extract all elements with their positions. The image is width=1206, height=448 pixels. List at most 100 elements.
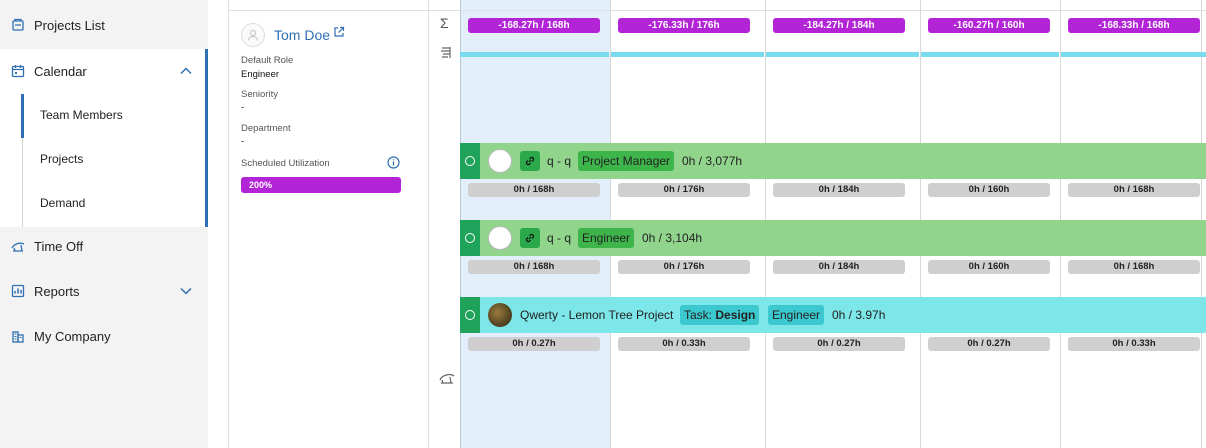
summary-badge: -176.33h / 176h	[618, 18, 750, 33]
capacity-line	[921, 52, 1059, 57]
allocation-total: 0h / 3,077h	[682, 154, 743, 168]
projects-list-icon	[12, 18, 24, 31]
calendar-active-indicator	[205, 49, 208, 227]
capacity-line	[766, 52, 919, 57]
sidebar: Projects List Calendar Team Members Proj…	[0, 0, 208, 448]
task-prefix: Task:	[684, 308, 713, 322]
summary-badge: -168.33h / 168h	[1068, 18, 1200, 33]
hours-badge: 0h / 0.27h	[468, 337, 600, 351]
project-avatar	[488, 149, 512, 173]
link-button[interactable]	[520, 228, 540, 248]
calendar-grid: -168.27h / 168h -176.33h / 176h -184.27h…	[460, 0, 1206, 448]
chevron-up-icon[interactable]	[179, 64, 193, 78]
task-tag: Task: Design	[680, 305, 760, 325]
nav-reports[interactable]: Reports	[0, 269, 208, 313]
drag-handle[interactable]	[460, 220, 480, 256]
hours-badge: 0h / 168h	[1068, 260, 1200, 274]
external-link-icon[interactable]	[333, 26, 345, 38]
drag-handle[interactable]	[460, 143, 480, 179]
link-icon	[525, 156, 535, 166]
hours-badge: 0h / 160h	[928, 183, 1050, 197]
person-panel: Tom Doe Default Role Engineer Seniority …	[228, 0, 429, 448]
hours-badge: 0h / 184h	[773, 183, 905, 197]
clock-icon	[465, 233, 475, 243]
nav-time-off-label: Time Off	[34, 238, 84, 254]
summary-badge: -184.27h / 184h	[773, 18, 905, 33]
allocation-row[interactable]: q - q Engineer 0h / 3,104h	[460, 220, 1206, 256]
project-name: q - q	[547, 154, 572, 168]
hours-badge: 0h / 184h	[773, 260, 905, 274]
nav-calendar[interactable]: Calendar	[0, 49, 208, 93]
stacked-bars-icon[interactable]	[439, 45, 453, 59]
nav-my-company-label: My Company	[34, 328, 111, 344]
nav-time-off[interactable]: Time Off	[0, 224, 208, 268]
nav-reports-label: Reports	[34, 283, 80, 299]
calendar-group: Calendar Team Members Projects Demand	[0, 49, 208, 227]
time-off-icon	[11, 242, 25, 252]
person-name-link[interactable]: Tom Doe	[274, 27, 331, 43]
task-name: Design	[715, 308, 756, 322]
department-label: Department	[241, 123, 291, 134]
divider	[429, 10, 460, 11]
nav-calendar-label: Calendar	[34, 63, 87, 79]
nav-projects-list[interactable]: Projects List	[0, 3, 208, 47]
project-avatar	[488, 303, 512, 327]
nav-demand[interactable]: Demand	[40, 196, 86, 210]
reports-icon	[11, 284, 25, 298]
seniority-label: Seniority	[241, 89, 278, 100]
utilization-label: Scheduled Utilization	[241, 158, 330, 169]
department-value: -	[241, 136, 245, 147]
row-icons-column: Σ	[429, 0, 460, 448]
allocation-row[interactable]: q - q Project Manager 0h / 3,077h	[460, 143, 1206, 179]
capacity-line	[1061, 52, 1206, 57]
hours-badge: 0h / 168h	[468, 183, 600, 197]
role-tag: Engineer	[768, 305, 825, 325]
hours-badge: 0h / 0.33h	[1068, 337, 1200, 351]
nav-team-members[interactable]: Team Members	[40, 108, 123, 122]
clock-icon	[465, 310, 475, 320]
hours-badge: 0h / 176h	[618, 260, 750, 274]
project-name: q - q	[547, 231, 572, 245]
clock-icon	[465, 156, 475, 166]
sum-icon: Σ	[440, 15, 449, 31]
hours-badge: 0h / 0.27h	[773, 337, 905, 351]
link-button[interactable]	[520, 151, 540, 171]
nav-projects-list-label: Projects List	[34, 17, 105, 33]
role-tag: Project Manager	[578, 151, 675, 171]
hours-badge: 0h / 168h	[468, 260, 600, 274]
utilization-bar: 200%	[241, 177, 401, 193]
drag-handle[interactable]	[460, 297, 480, 333]
submenu-track	[22, 94, 23, 227]
allocation-total: 0h / 3,104h	[642, 231, 703, 245]
chevron-down-icon[interactable]	[179, 284, 193, 298]
capacity-line	[611, 52, 764, 57]
hours-badge: 0h / 0.33h	[618, 337, 750, 351]
company-icon	[12, 331, 24, 343]
allocation-total: 0h / 3.97h	[832, 308, 886, 322]
capacity-line	[460, 52, 609, 57]
time-off-row-icon	[439, 374, 455, 384]
default-role-label: Default Role	[241, 55, 294, 66]
seniority-value: -	[241, 102, 245, 113]
nav-my-company[interactable]: My Company	[0, 314, 208, 358]
submenu-active-indicator	[21, 94, 24, 138]
info-icon[interactable]	[387, 156, 400, 169]
project-avatar	[488, 226, 512, 250]
calendar-icon	[11, 65, 25, 78]
nav-projects[interactable]: Projects	[40, 152, 84, 166]
hours-badge: 0h / 0.27h	[928, 337, 1050, 351]
default-role-value: Engineer	[241, 69, 280, 80]
user-placeholder-icon	[247, 29, 259, 41]
summary-badge: -168.27h / 168h	[468, 18, 600, 33]
hours-badge: 0h / 176h	[618, 183, 750, 197]
allocation-row[interactable]: Qwerty - Lemon Tree Project Task: Design…	[460, 297, 1206, 333]
divider	[229, 10, 429, 11]
role-tag: Engineer	[578, 228, 635, 248]
avatar	[241, 23, 265, 47]
link-icon	[525, 233, 535, 243]
summary-badge: -160.27h / 160h	[928, 18, 1050, 33]
project-name: Qwerty - Lemon Tree Project	[520, 308, 674, 322]
divider	[460, 10, 1206, 11]
hours-badge: 0h / 160h	[928, 260, 1050, 274]
